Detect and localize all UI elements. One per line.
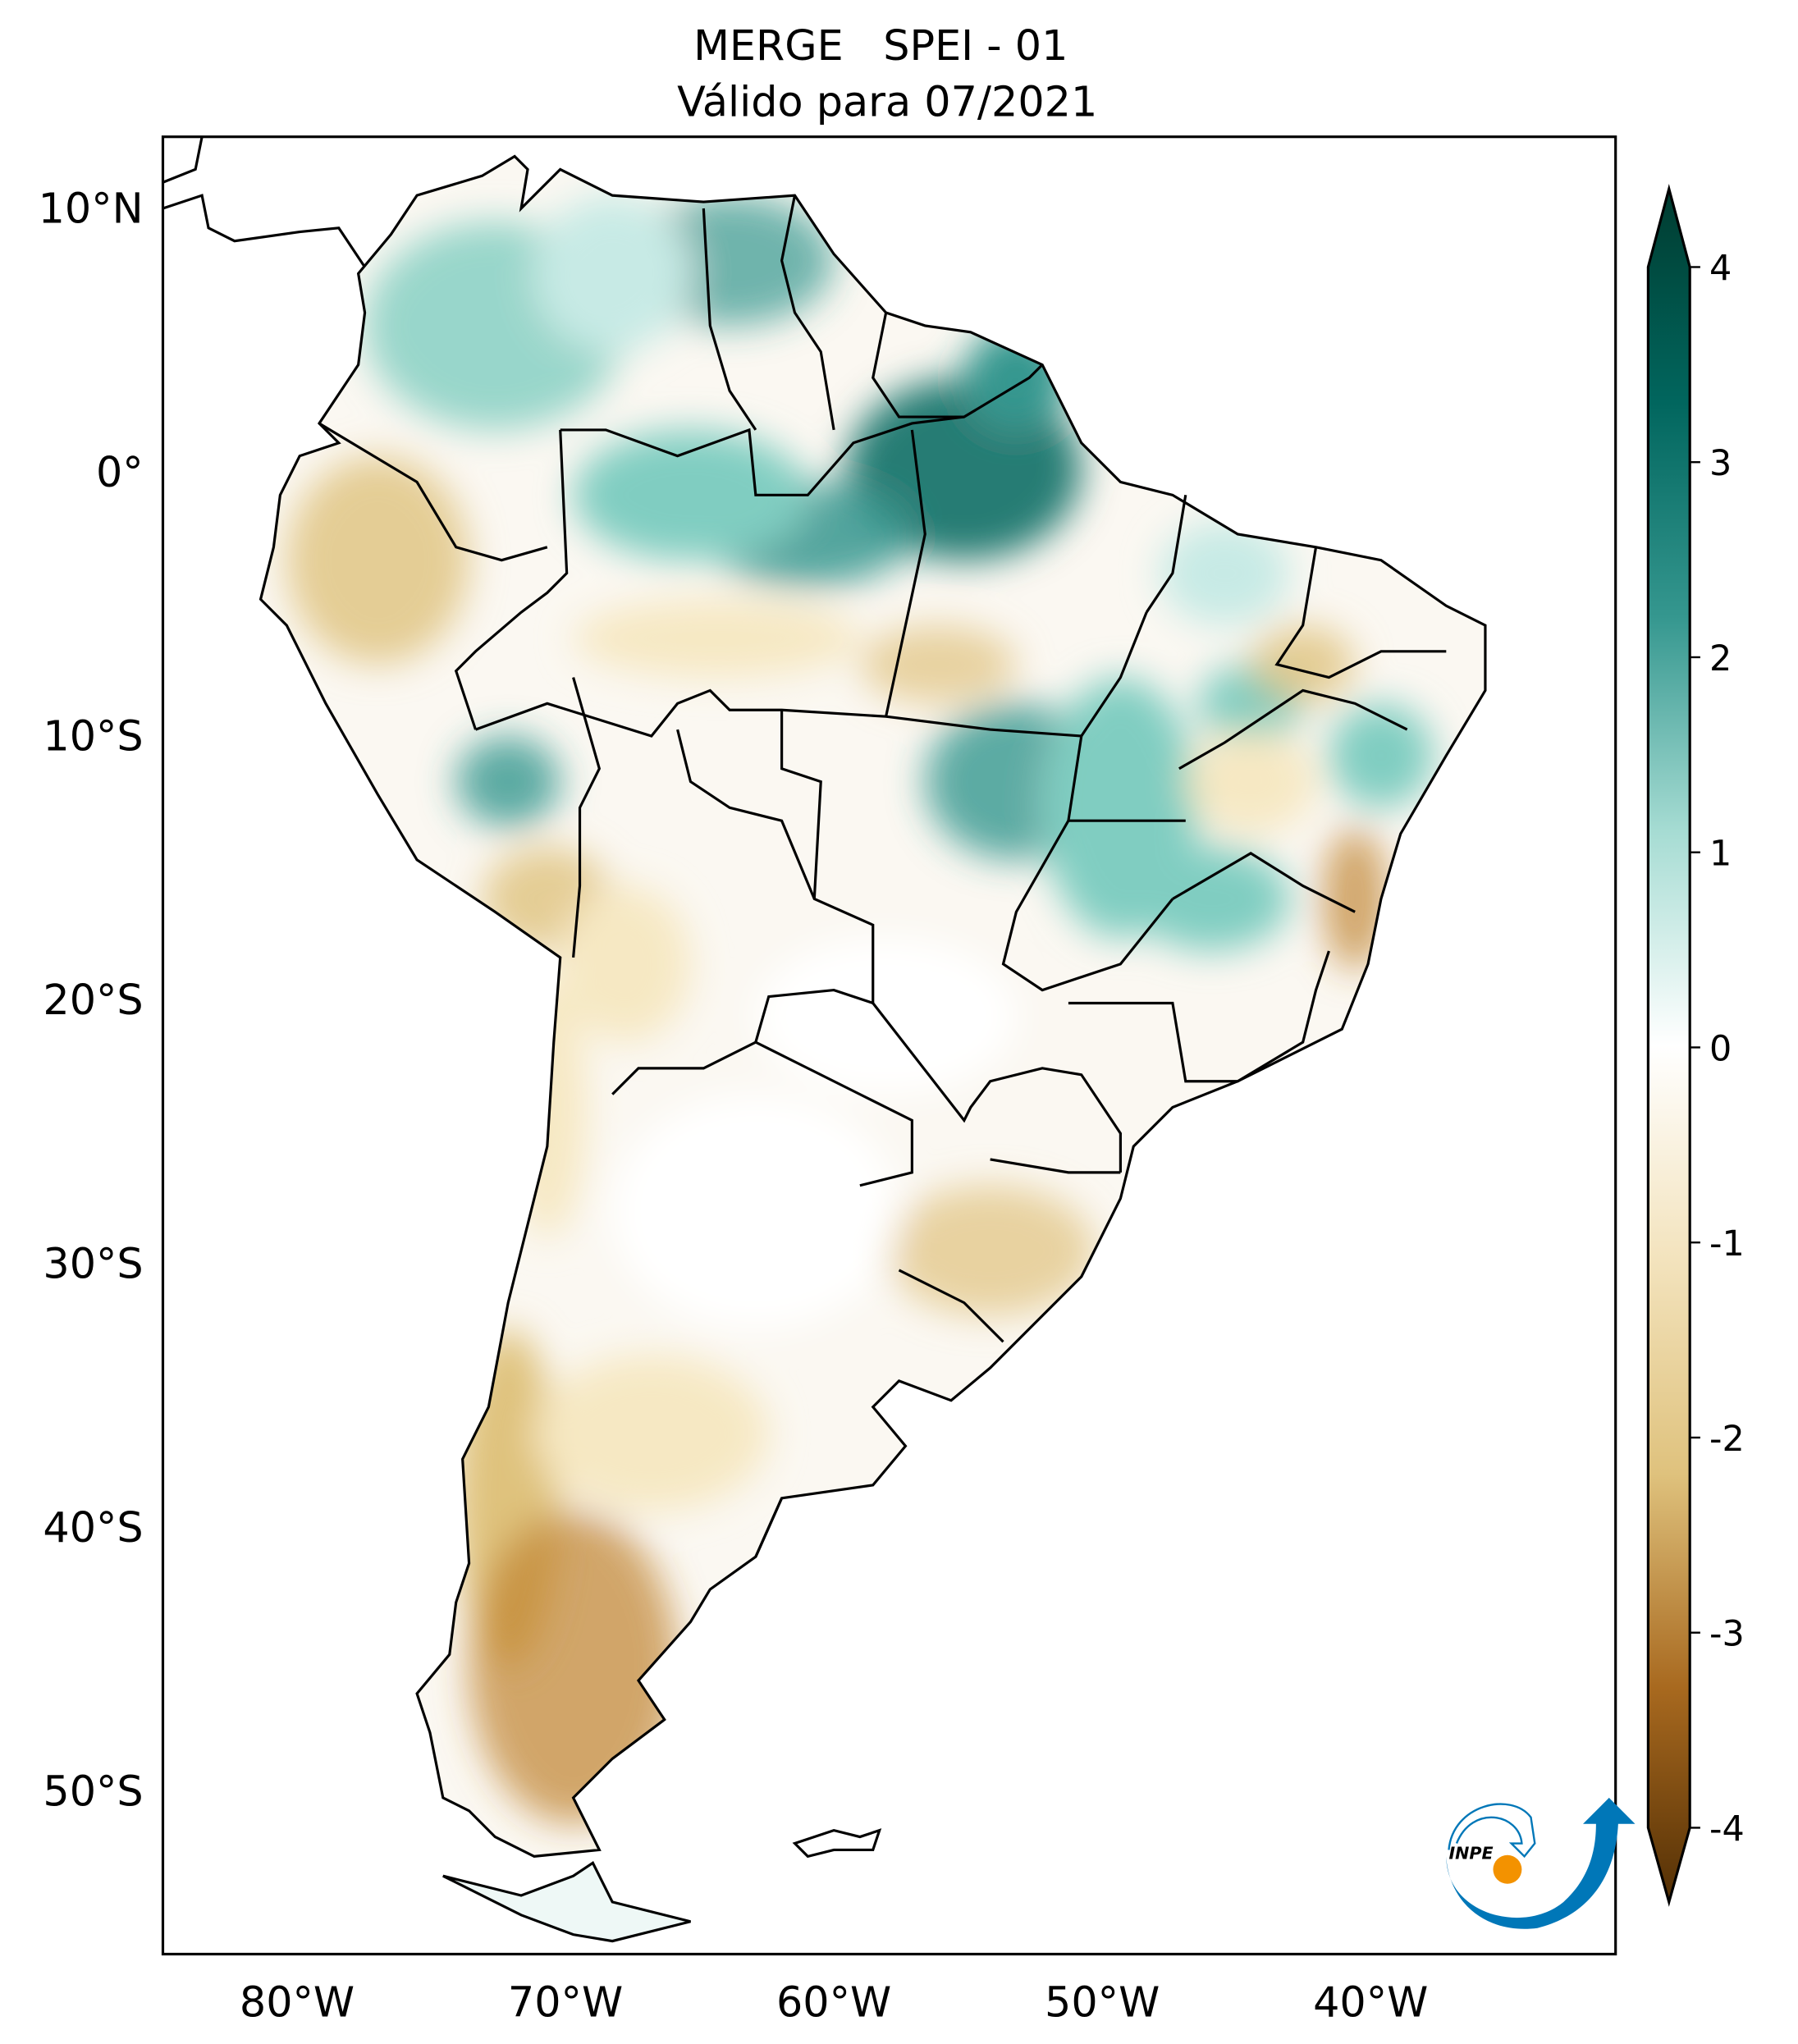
lat-label: 0° [96, 448, 144, 496]
inpe-logo: INPE [1446, 1797, 1636, 1929]
colorbar-tick-label: -4 [1709, 1809, 1745, 1850]
lat-label: 30°S [43, 1239, 143, 1287]
lon-label: 80°W [240, 1978, 355, 2027]
lat-label: 20°S [43, 976, 143, 1024]
colorbar-tick-label: 0 [1709, 1028, 1732, 1069]
colorbar-ticks: 4 3 2 1 0 -1 -2 -3 -4 [1690, 248, 1745, 1850]
colorbar-tick-label: 1 [1709, 834, 1732, 875]
map-frame [161, 135, 1617, 1956]
colorbar-tick-label: 4 [1709, 248, 1732, 289]
logo-text: INPE [1448, 1844, 1493, 1863]
longitude-labels: 80°W 70°W 60°W 50°W 40°W [240, 1978, 1428, 2027]
lon-label: 40°W [1313, 1978, 1428, 2027]
lon-label: 70°W [508, 1978, 623, 2027]
title-line1: MERGE SPEI - 01 [693, 21, 1068, 70]
lat-label: 40°S [43, 1503, 143, 1552]
title-line2: Válido para 07/2021 [677, 77, 1097, 126]
colorbar-body [1646, 184, 1691, 1907]
colorbar-tick-label: -2 [1709, 1419, 1745, 1460]
country-borders [162, 136, 1447, 1557]
colorbar-tick-label: -1 [1709, 1223, 1745, 1264]
tierra-del-fuego [442, 1861, 691, 1943]
lon-label: 60°W [776, 1978, 891, 2027]
colorbar-tick-label: 2 [1709, 638, 1732, 679]
map-panel: INPE [161, 135, 1636, 1956]
colorbar-tick-label: 3 [1709, 443, 1732, 484]
colorbar-tick-label: -3 [1709, 1614, 1745, 1655]
colorbar: 4 3 2 1 0 -1 -2 -3 -4 [1646, 184, 1745, 1907]
lat-label: 10°N [39, 184, 144, 232]
lat-label: 10°S [43, 711, 143, 760]
lat-label: 50°S [43, 1767, 143, 1815]
coastline [258, 154, 1487, 1859]
lon-label: 50°W [1045, 1978, 1160, 2027]
falkland-islands [792, 1828, 882, 1859]
latitude-labels: 10°N 0° 10°S 20°S 30°S 40°S 50°S [39, 184, 144, 1815]
